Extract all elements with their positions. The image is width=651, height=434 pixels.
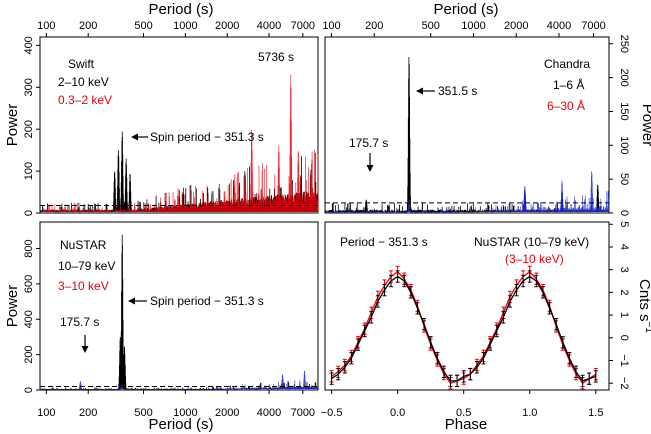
- panel-pulse-frame: [324, 221, 610, 391]
- nustar-legend-title: NuSTAR: [60, 238, 107, 252]
- x-tick-label: 2000: [504, 20, 528, 32]
- nustar-legend-item-2: 3–10 keV: [58, 279, 109, 293]
- x-tick-label: 100: [322, 20, 340, 32]
- swift-peak-label: 5736 s: [258, 50, 294, 64]
- series-1: [39, 74, 319, 213]
- x-tick-label: 500: [134, 407, 152, 419]
- nustar-spin-label: Spin period − 351.3 s: [150, 294, 264, 308]
- x-tick-label: 1.0: [522, 407, 537, 419]
- y-tick-label: 3: [618, 267, 630, 273]
- x-tick-label: 100: [37, 20, 55, 32]
- x-tick-label: 500: [422, 20, 440, 32]
- y-tick-label: 200: [23, 345, 35, 363]
- pulse-legend-item-2: (3–10 keV): [505, 252, 564, 266]
- panel-swift: 0 100 200 300 400: [23, 36, 319, 216]
- nustar-legend-item-1: 10–79 keV: [58, 259, 115, 273]
- y-tick-label: 0: [618, 335, 630, 341]
- panel-nustar-frame: [39, 221, 319, 391]
- top-left-xlabel: Period (s): [148, 1, 213, 18]
- panel-chandra-frame: [324, 36, 610, 214]
- pulse-ylabel-main: Cnts s: [636, 279, 651, 322]
- x-tick-label: 2000: [215, 407, 239, 419]
- y-tick-label: 150: [618, 102, 630, 120]
- chandra-peak-label: 351.5 s: [438, 84, 477, 98]
- x-tick-label: 4000: [257, 20, 281, 32]
- top-period-axis: 100 200 500 1000 2000 4000 7000 100 200 500 1000 20…: [37, 20, 606, 37]
- nustar-spin-arrowhead: [128, 297, 135, 305]
- series-1: [324, 171, 610, 213]
- x-tick-label: 1000: [173, 20, 197, 32]
- swift-legend-item-1: 2–10 keV: [58, 75, 109, 89]
- y-tick-label: 400: [23, 36, 35, 54]
- y-tick-label: 0: [23, 210, 35, 216]
- y-tick-label: 0: [23, 387, 35, 393]
- y-tick-label: 800: [23, 239, 35, 257]
- swift-legend-title: Swift: [68, 57, 95, 71]
- x-tick-label: 0.0: [390, 407, 405, 419]
- panel-nustar: 100 200 500 1000 2000 4000 7000 0 200 400 600 800: [23, 234, 319, 419]
- nustar-ylabel: Power: [4, 285, 21, 328]
- y-tick-label: 2: [618, 289, 630, 295]
- chandra-peak-arrowhead: [416, 87, 423, 95]
- x-tick-label: 200: [365, 20, 383, 32]
- x-tick-label: 1000: [173, 407, 197, 419]
- pulse-period-label: Period − 351.3 s: [340, 235, 428, 249]
- x-tick-label: 7000: [291, 20, 315, 32]
- y-tick-label: 4: [618, 244, 630, 250]
- nustar-harmonic-label: 175.7 s: [60, 315, 99, 329]
- x-tick-label: 4000: [547, 20, 571, 32]
- series-0: [39, 234, 319, 390]
- x-tick-label: 200: [79, 20, 97, 32]
- y-tick-label: 50: [618, 173, 630, 185]
- swift-ylabel: Power: [4, 104, 21, 147]
- y-tick-label: 200: [23, 120, 35, 138]
- chandra-legend-item-2: 6–30 Å: [547, 98, 585, 113]
- y-tick-label: 200: [618, 68, 630, 86]
- y-tick-label: 100: [618, 136, 630, 154]
- panel-swift-frame: [39, 36, 319, 214]
- bottom-right-xlabel: Phase: [445, 416, 488, 433]
- x-tick-label: 200: [79, 407, 97, 419]
- pulse-ylabel: Cnts s−1: [636, 279, 651, 333]
- top-right-xlabel: Period (s): [433, 1, 498, 18]
- y-tick-label: 5: [618, 221, 630, 227]
- chandra-legend-item-1: 1–6 Å: [553, 77, 584, 92]
- chandra-harmonic-label: 175.7 s: [349, 136, 388, 150]
- y-tick-label: −1: [618, 354, 630, 367]
- panel-pulse-profile: −0.5 0.0 0.5 1.0 1.5 −2 −1 0 1 2 3 4 5: [321, 221, 630, 419]
- x-tick-label: 1.5: [588, 407, 603, 419]
- chandra-harmonic-arrowhead: [366, 165, 374, 172]
- chandra-ylabel: Power: [639, 104, 651, 147]
- swift-spin-arrowhead: [131, 133, 138, 141]
- y-tick-label: 250: [618, 35, 630, 53]
- y-tick-label: −2: [618, 377, 630, 390]
- y-tick-label: 100: [23, 162, 35, 180]
- swift-spin-label: Spin period − 351.3 s: [150, 130, 264, 144]
- x-tick-label: 7000: [581, 20, 605, 32]
- x-tick-label: 7000: [291, 407, 315, 419]
- y-tick-label: 1: [618, 312, 630, 318]
- pulse-series-0: [331, 275, 597, 382]
- x-tick-label: −0.5: [321, 407, 343, 419]
- x-tick-label: 4000: [257, 407, 281, 419]
- x-tick-label: 1000: [461, 20, 485, 32]
- pulse-ylabel-sup: −1: [643, 322, 651, 334]
- x-tick-label: 0.5: [456, 407, 471, 419]
- y-tick-label: 600: [23, 275, 35, 293]
- panel-chandra: 0 50 100 150 200 250: [324, 35, 630, 216]
- nustar-harmonic-arrowhead: [81, 346, 89, 353]
- pulse-legend-item-1: NuSTAR (10–79 keV): [474, 235, 589, 249]
- series-1: [39, 370, 319, 390]
- swift-legend-item-2: 0.3–2 keV: [58, 93, 112, 107]
- x-tick-label: 100: [37, 407, 55, 419]
- bottom-left-xlabel: Period (s): [148, 416, 213, 433]
- y-tick-label: 300: [23, 78, 35, 96]
- y-tick-label: 0: [618, 210, 630, 216]
- chandra-legend-title: Chandra: [544, 57, 590, 71]
- y-tick-label: 400: [23, 310, 35, 328]
- x-tick-label: 500: [134, 20, 152, 32]
- x-tick-label: 2000: [215, 20, 239, 32]
